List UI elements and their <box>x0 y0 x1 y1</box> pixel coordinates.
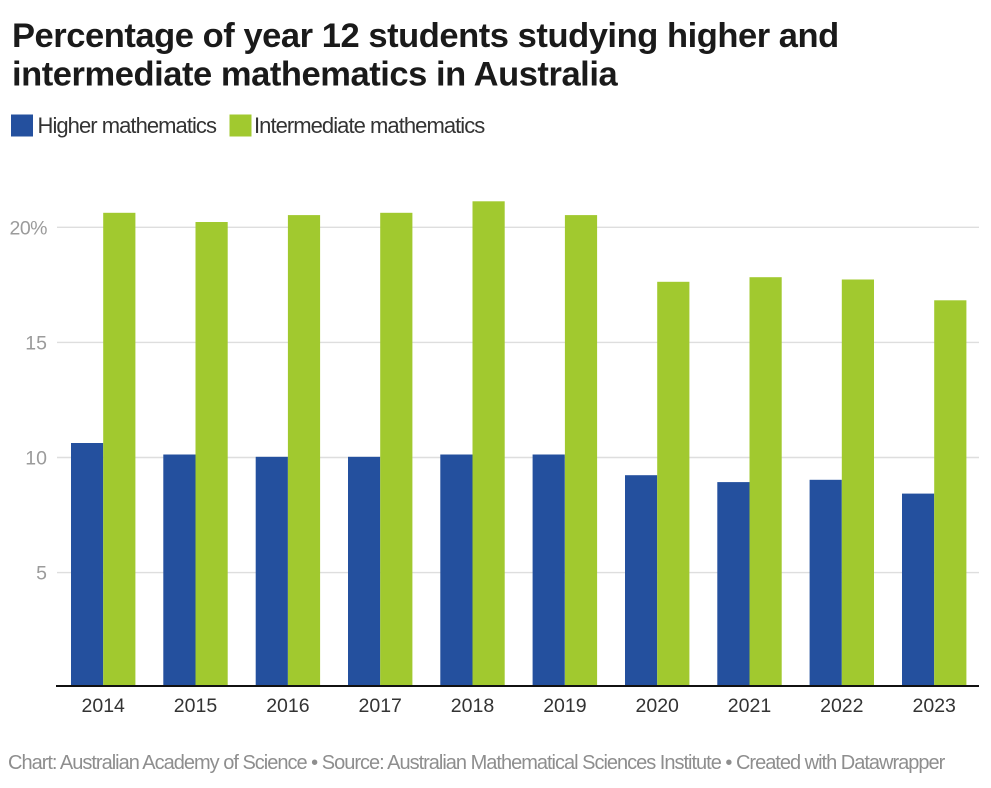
svg-text:intermediate mathematics in Au: intermediate mathematics in Australia <box>12 56 618 94</box>
svg-text:2023: 2023 <box>913 695 956 717</box>
svg-text:20%: 20% <box>9 217 47 239</box>
svg-text:2016: 2016 <box>266 695 309 717</box>
svg-text:10: 10 <box>25 448 47 470</box>
svg-text:2015: 2015 <box>174 695 218 717</box>
svg-text:2022: 2022 <box>820 695 863 717</box>
svg-text:15: 15 <box>25 332 47 354</box>
svg-text:2018: 2018 <box>451 695 494 717</box>
svg-text:Intermediate mathematics: Intermediate mathematics <box>254 113 485 138</box>
svg-text:2019: 2019 <box>543 695 586 717</box>
svg-text:5: 5 <box>36 563 47 585</box>
svg-text:2020: 2020 <box>636 695 680 717</box>
svg-text:2014: 2014 <box>82 695 126 717</box>
svg-text:Higher mathematics: Higher mathematics <box>38 113 217 138</box>
svg-text:Percentage of year 12 students: Percentage of year 12 students studying … <box>12 17 839 55</box>
svg-text:Chart: Australian Academy of S: Chart: Australian Academy of Science • S… <box>8 752 946 774</box>
svg-text:2021: 2021 <box>728 695 771 717</box>
svg-text:2017: 2017 <box>359 695 402 717</box>
